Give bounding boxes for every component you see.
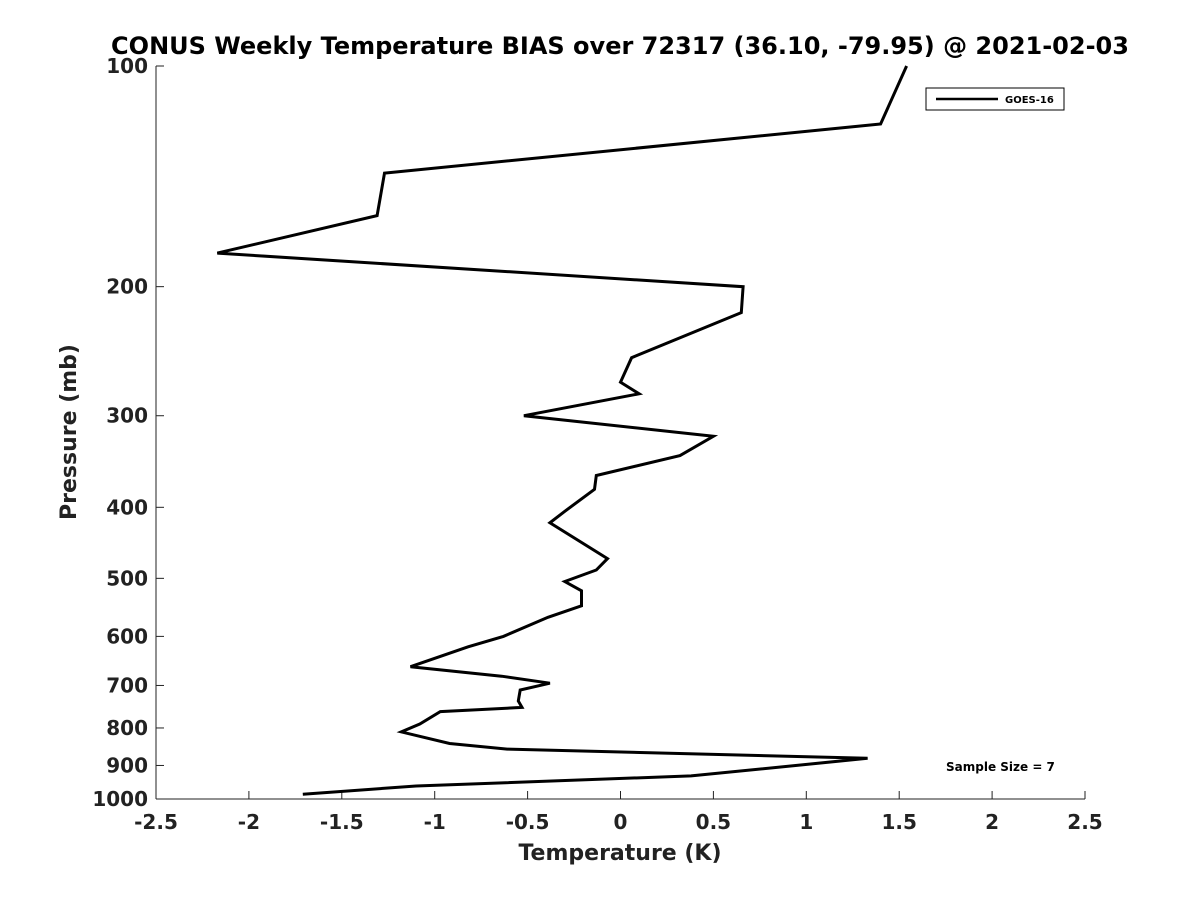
legend-label-goes-16: GOES-16 [1005, 95, 1054, 106]
x-tick-label: 1.5 [881, 810, 916, 834]
y-tick-label: 100 [106, 54, 148, 78]
x-tick-label: -0.5 [506, 810, 550, 834]
x-tick-label: 1 [799, 810, 813, 834]
y-tick-label: 200 [106, 275, 148, 299]
x-tick-label: 2 [985, 810, 999, 834]
y-tick-label: 1000 [92, 787, 148, 811]
y-tick-label: 600 [106, 624, 148, 648]
y-tick-label: 500 [106, 566, 148, 590]
x-tick-label: 2.5 [1067, 810, 1102, 834]
y-axis-ticks: 100 200 300 400 500 600 700 800 900 1000 [92, 54, 164, 811]
sample-size-annotation: Sample Size = 7 [946, 760, 1055, 774]
legend: GOES-16 [925, 87, 1065, 111]
x-tick-label: 0.5 [696, 810, 731, 834]
series-line-goes-16 [216, 65, 908, 796]
y-tick-label: 700 [106, 673, 148, 697]
x-axis-ticks: -2.5 -2 -1.5 -1 -0.5 0 0.5 1 1.5 2 2.5 [134, 791, 1103, 834]
x-tick-label: -1.5 [320, 810, 364, 834]
x-axis-label: Temperature (K) [518, 841, 721, 866]
axes [155, 66, 1085, 800]
x-tick-label: -2 [238, 810, 260, 834]
y-tick-label: 400 [106, 495, 148, 519]
x-tick-label: 0 [614, 810, 628, 834]
x-tick-label: -2.5 [134, 810, 178, 834]
y-tick-label: 300 [106, 404, 148, 428]
chart-title: CONUS Weekly Temperature BIAS over 72317… [111, 32, 1129, 60]
y-tick-label: 900 [106, 753, 148, 777]
y-axis-label: Pressure (mb) [57, 344, 82, 520]
x-tick-label: -1 [424, 810, 446, 834]
y-tick-label: 800 [106, 716, 148, 740]
series-layer [216, 65, 908, 796]
